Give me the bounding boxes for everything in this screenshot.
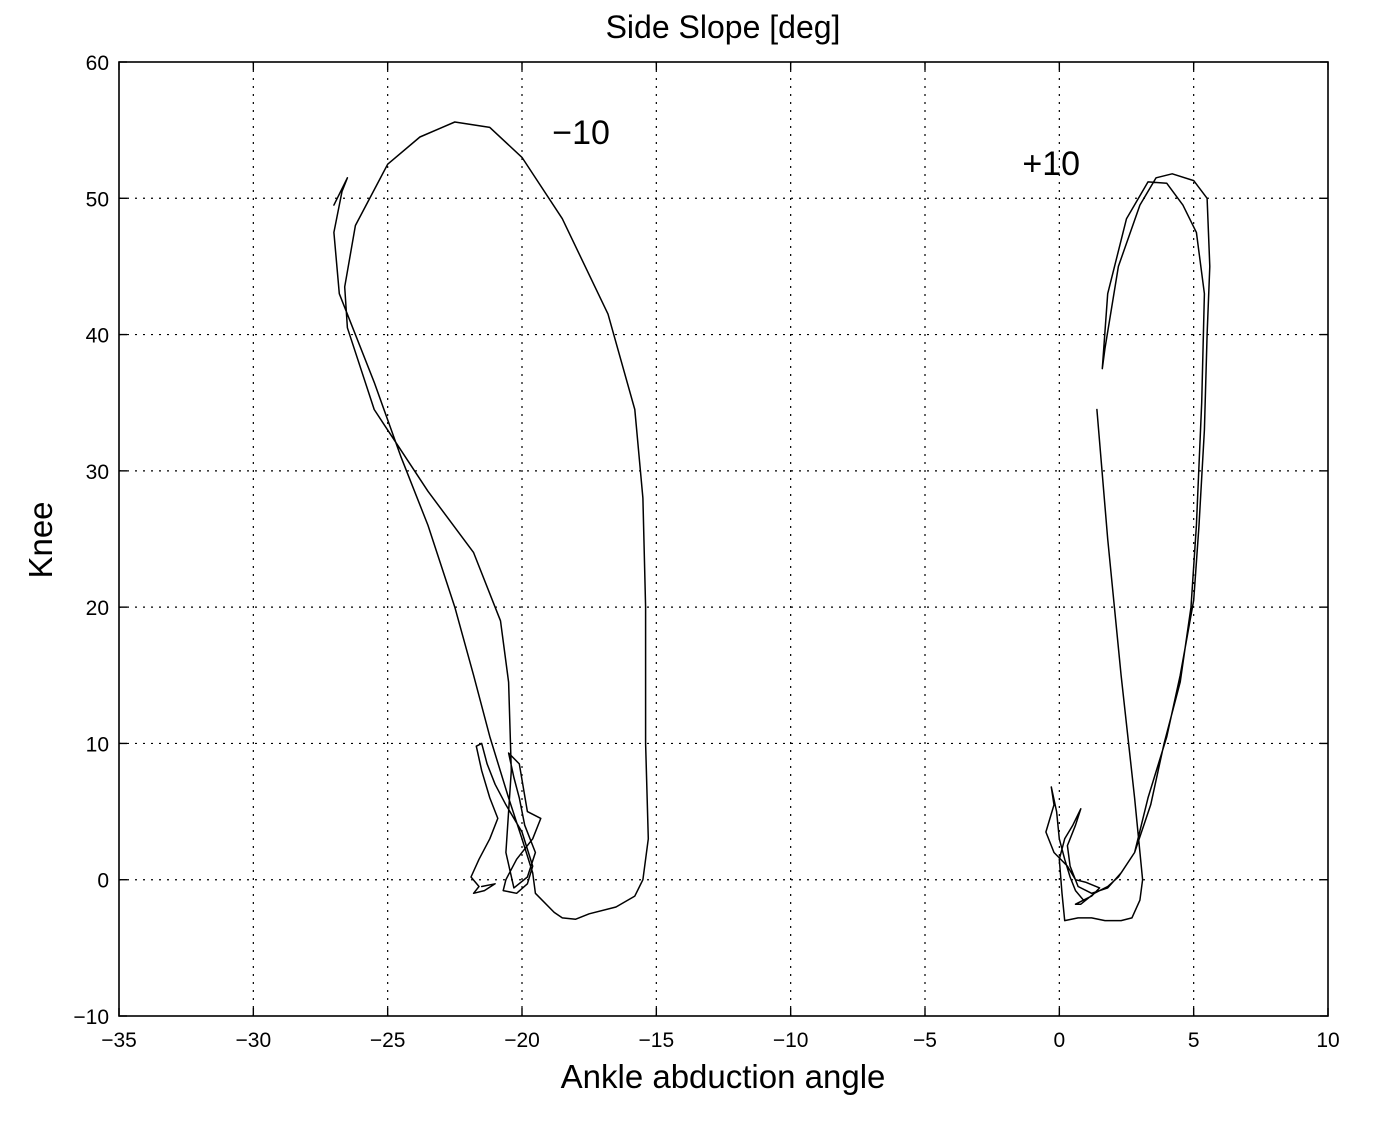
x-tick-label: −15 — [639, 1029, 675, 1052]
x-tick-label: −35 — [101, 1029, 137, 1052]
x-tick-label: 5 — [1188, 1029, 1200, 1052]
y-tick-label: −10 — [73, 1006, 109, 1029]
x-tick-label: −5 — [913, 1029, 937, 1052]
grid — [118, 61, 1329, 1017]
annotations: −10 +10 — [552, 114, 1080, 183]
curve-annotation: +10 — [1022, 145, 1080, 183]
x-tick-labels: −35 −30 −25 −20 −15 −10 −5 0 5 10 — [101, 1029, 1339, 1052]
series-line-2 — [1045, 173, 1211, 922]
chart-title: Side Slope [deg] — [606, 9, 841, 45]
y-tick-label: 20 — [86, 597, 109, 620]
y-tick-labels: −10 0 10 20 30 40 50 60 — [73, 52, 109, 1029]
series-layer — [333, 121, 1211, 922]
x-tick-label: −10 — [773, 1029, 809, 1052]
x-tick-label: −30 — [236, 1029, 272, 1052]
y-tick-label: 40 — [86, 325, 109, 348]
x-tick-label: 10 — [1316, 1029, 1339, 1052]
series-line-1 — [333, 121, 650, 920]
x-axis-label: Ankle abduction angle — [561, 1058, 886, 1095]
y-axis-label: Knee — [22, 501, 59, 578]
curve-annotation: −10 — [552, 114, 610, 152]
x-tick-label: 0 — [1053, 1029, 1065, 1052]
x-tick-label: −25 — [370, 1029, 406, 1052]
x-tick-label: −20 — [504, 1029, 540, 1052]
y-tick-label: 0 — [97, 870, 109, 893]
y-tick-label: 30 — [86, 461, 109, 484]
y-tick-label: 50 — [86, 188, 109, 211]
y-tick-label: 10 — [86, 733, 109, 756]
plot-frame — [118, 61, 1329, 1017]
y-tick-label: 60 — [86, 52, 109, 75]
